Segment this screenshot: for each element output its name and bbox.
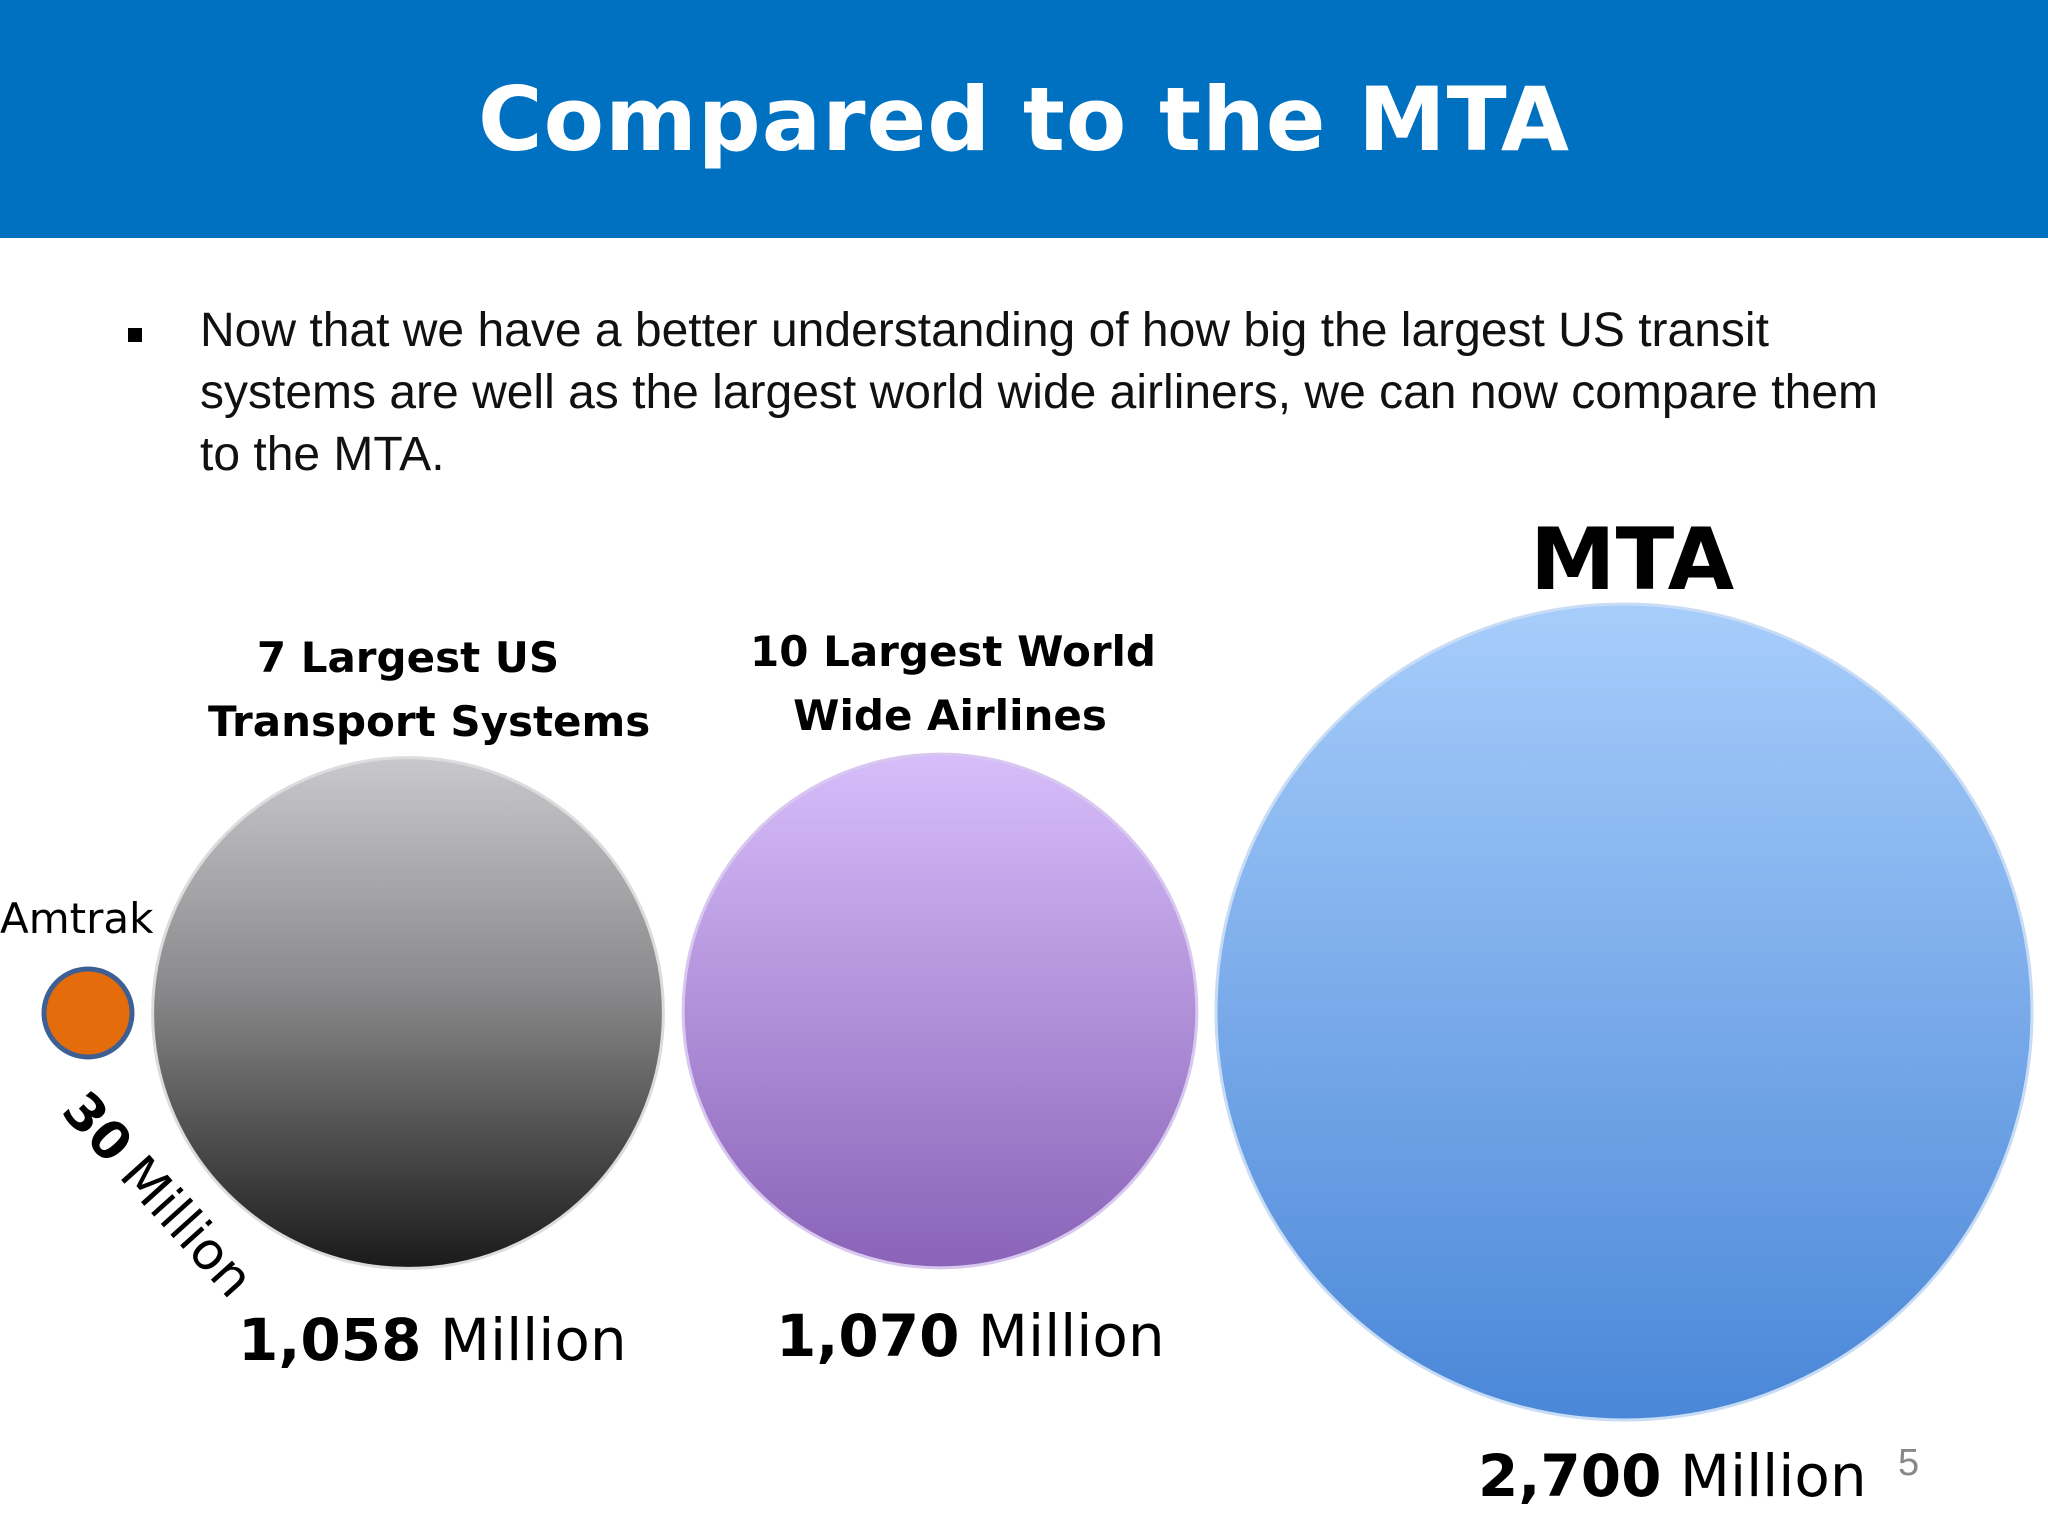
page-number: 5 <box>1898 1442 1919 1485</box>
bubble-amtrak <box>44 969 132 1057</box>
mta-value-number: 2,700 <box>1478 1442 1661 1510</box>
airlines-value-label: 1,070 Million <box>776 1302 1165 1370</box>
us-systems-value-label: 1,058 Million <box>238 1306 627 1374</box>
us-systems-label-line1: 7 Largest US <box>208 626 608 690</box>
bubble-mta <box>1216 604 2032 1420</box>
us-systems-value-unit: Million <box>440 1306 627 1374</box>
amtrak-value-number: 30 <box>50 1081 143 1175</box>
bubble-us-systems <box>153 758 664 1269</box>
amtrak-label: Amtrak <box>0 894 153 943</box>
airlines-label-line1: 10 Largest World <box>750 620 1150 684</box>
airlines-value-unit: Million <box>978 1302 1165 1370</box>
bubble-airlines <box>683 754 1197 1268</box>
us-systems-label: 7 Largest US Transport Systems <box>208 626 608 754</box>
airlines-label-line2: Wide Airlines <box>750 684 1150 748</box>
mta-label: MTA <box>1530 510 1734 610</box>
airlines-value-number: 1,070 <box>776 1302 959 1370</box>
us-systems-value-number: 1,058 <box>238 1306 421 1374</box>
us-systems-label-line2: Transport Systems <box>208 690 608 754</box>
mta-value-unit: Million <box>1680 1442 1867 1510</box>
airlines-label: 10 Largest World Wide Airlines <box>750 620 1150 748</box>
mta-value-label: 2,700 Million <box>1478 1442 1867 1510</box>
